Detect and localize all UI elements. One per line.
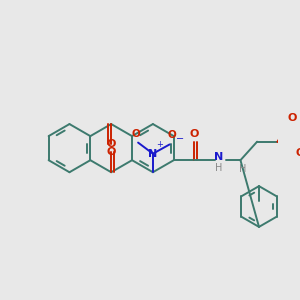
Text: O: O bbox=[295, 148, 300, 158]
Text: H: H bbox=[238, 164, 246, 173]
Text: N: N bbox=[148, 149, 158, 159]
Text: +: + bbox=[156, 140, 163, 149]
Text: O: O bbox=[106, 147, 116, 157]
Text: O: O bbox=[132, 129, 141, 139]
Text: −: − bbox=[176, 134, 184, 144]
Text: O: O bbox=[106, 140, 116, 149]
Text: O: O bbox=[288, 112, 297, 123]
Text: O: O bbox=[190, 129, 199, 139]
Text: H: H bbox=[214, 163, 222, 172]
Text: O: O bbox=[167, 130, 176, 140]
Text: N: N bbox=[214, 152, 223, 162]
